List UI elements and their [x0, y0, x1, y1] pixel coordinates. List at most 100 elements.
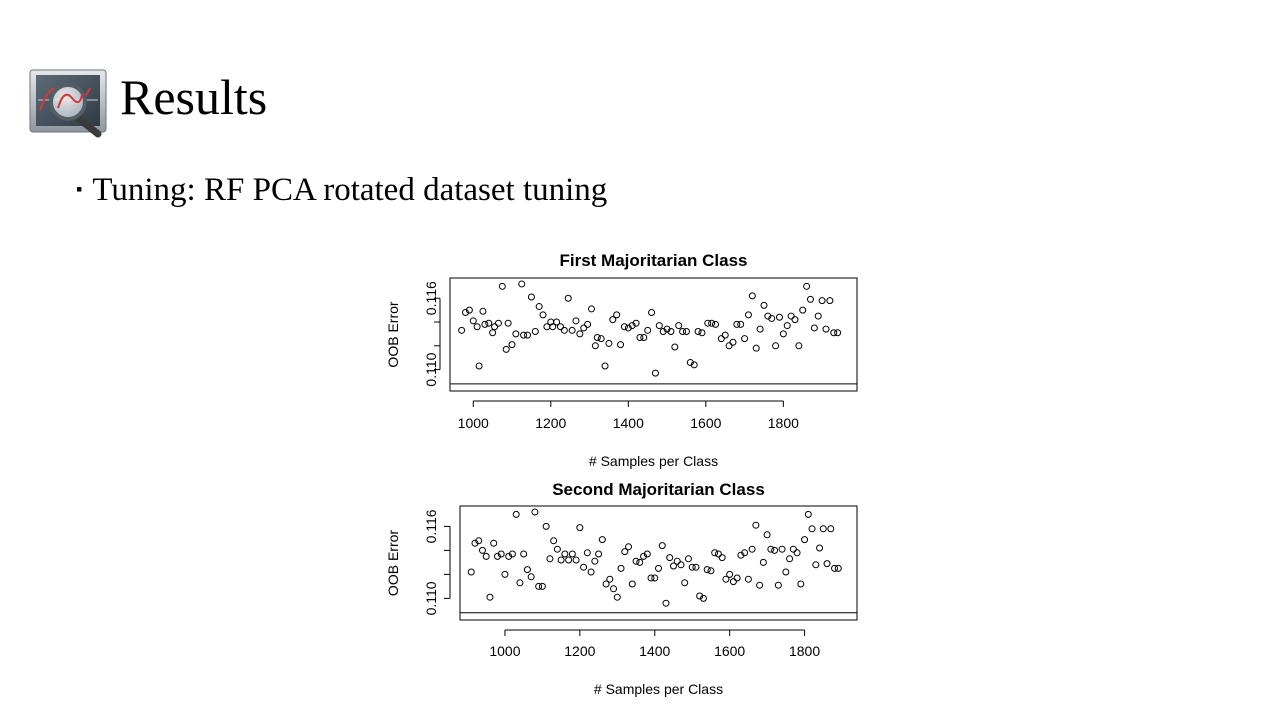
x-tick-label: 1200 — [535, 415, 566, 431]
data-point — [830, 329, 838, 337]
data-point — [587, 568, 595, 576]
data-point — [698, 329, 706, 337]
data-point — [675, 322, 683, 330]
data-point — [539, 311, 547, 319]
data-point — [684, 555, 692, 563]
data-point — [597, 335, 605, 343]
data-point — [591, 342, 599, 350]
data-point — [667, 328, 675, 336]
data-point — [524, 331, 532, 339]
x-axis-label: # Samples per Class — [589, 453, 718, 469]
data-point — [806, 295, 814, 303]
data-point — [688, 563, 696, 571]
x-tick-label: 1400 — [613, 415, 644, 431]
data-point — [467, 568, 475, 576]
data-point — [733, 574, 741, 582]
data-point — [580, 324, 588, 332]
data-point — [779, 330, 787, 338]
data-point — [756, 581, 764, 589]
data-point — [624, 324, 632, 332]
data-point — [658, 542, 666, 550]
data-point — [826, 297, 834, 305]
data-point — [479, 307, 487, 315]
data-point — [655, 564, 662, 572]
data-point — [471, 539, 479, 547]
data-point — [810, 324, 818, 332]
data-point — [518, 280, 526, 288]
data-point — [640, 552, 648, 560]
data-point — [636, 333, 644, 341]
data-point — [601, 362, 609, 370]
y-axis-label: OOB Error — [385, 530, 401, 596]
y-tick-label: 0.110 — [423, 352, 439, 386]
data-point — [690, 361, 698, 369]
data-point — [812, 561, 820, 569]
data-point — [679, 328, 687, 336]
data-point — [502, 345, 510, 353]
data-point — [748, 545, 756, 553]
data-point — [520, 331, 528, 339]
data-point — [531, 508, 539, 516]
data-point — [512, 510, 520, 518]
x-axis-label: # Samples per Class — [594, 681, 723, 697]
data-point — [489, 329, 497, 337]
data-point — [620, 323, 628, 331]
data-point — [549, 323, 557, 331]
data-point — [669, 562, 677, 570]
data-point — [823, 560, 831, 568]
data-point — [560, 326, 568, 334]
y-axis-label: OOB Error — [385, 301, 401, 367]
magnifier-over-monitor-icon — [28, 66, 112, 138]
data-point — [671, 343, 679, 351]
data-point — [733, 320, 741, 328]
data-point — [818, 297, 826, 305]
data-point — [717, 335, 725, 343]
x-tick-label: 1800 — [768, 415, 799, 431]
bullet-marker: ▪ — [76, 179, 83, 199]
x-tick-label: 1000 — [489, 643, 520, 659]
data-point — [475, 537, 483, 545]
data-point — [712, 320, 720, 328]
data-point — [576, 330, 584, 338]
data-point — [682, 328, 690, 336]
data-point — [462, 308, 470, 316]
data-point — [752, 521, 760, 529]
data-point — [565, 556, 573, 564]
data-point — [647, 574, 655, 582]
data-point — [523, 566, 531, 574]
data-point — [621, 548, 629, 556]
data-point — [744, 575, 752, 583]
data-point — [613, 311, 621, 319]
x-tick-label: 1800 — [789, 643, 820, 659]
data-point — [771, 546, 779, 554]
data-point — [605, 339, 613, 347]
data-point — [591, 557, 599, 565]
data-point — [486, 593, 494, 601]
data-point — [725, 342, 733, 350]
data-point — [465, 306, 473, 314]
data-point — [494, 319, 502, 327]
data-point — [699, 594, 707, 602]
data-point — [760, 301, 768, 309]
data-point — [752, 344, 760, 352]
data-point — [602, 580, 610, 588]
data-point — [793, 549, 801, 557]
data-point — [628, 580, 636, 588]
data-point — [786, 555, 794, 563]
data-point — [768, 314, 776, 322]
data-point — [787, 312, 795, 320]
data-point — [632, 319, 640, 327]
data-point — [663, 325, 671, 333]
data-point — [803, 282, 811, 290]
x-tick-label: 1600 — [690, 415, 721, 431]
data-point — [501, 570, 509, 578]
data-point — [636, 558, 644, 566]
slide-title: Results — [120, 69, 268, 125]
data-point — [643, 550, 651, 558]
data-point — [490, 539, 498, 547]
data-point — [729, 338, 737, 346]
data-point — [696, 592, 704, 600]
chart-title: First Majoritarian Class — [559, 251, 747, 270]
data-point — [748, 292, 756, 300]
